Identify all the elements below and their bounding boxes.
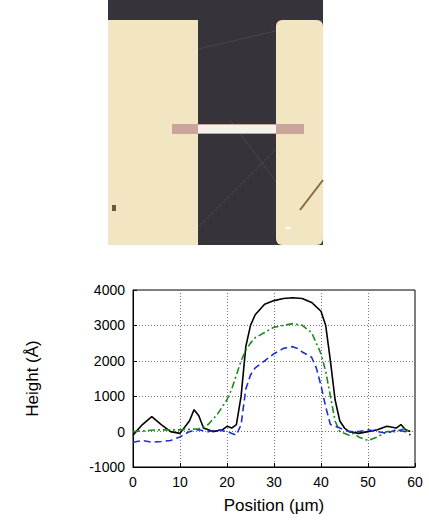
svg-text:50: 50: [360, 474, 376, 490]
svg-text:0: 0: [129, 474, 137, 490]
svg-text:3000: 3000: [94, 317, 125, 333]
svg-text:10: 10: [172, 474, 188, 490]
svg-text:-1000: -1000: [89, 459, 125, 475]
svg-text:60: 60: [407, 474, 423, 490]
svg-text:Position (µm): Position (µm): [224, 496, 324, 515]
svg-text:0: 0: [117, 424, 125, 440]
svg-text:2000: 2000: [94, 353, 125, 369]
svg-text:20: 20: [219, 474, 235, 490]
svg-text:40: 40: [313, 474, 329, 490]
svg-text:30: 30: [266, 474, 282, 490]
svg-text:1000: 1000: [94, 388, 125, 404]
svg-text:Height (Å): Height (Å): [23, 340, 42, 417]
svg-text:4000: 4000: [94, 282, 125, 298]
